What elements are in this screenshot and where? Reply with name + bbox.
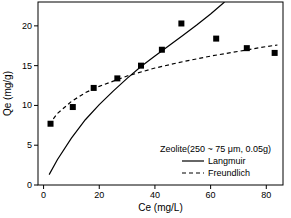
x-tick-label: 0 bbox=[41, 190, 46, 200]
x-tick-label: 60 bbox=[206, 190, 216, 200]
x-axis-label: Ce (mg/L) bbox=[138, 202, 182, 213]
y-tick bbox=[34, 105, 38, 106]
x-tick bbox=[99, 185, 100, 189]
data-point bbox=[272, 50, 278, 56]
legend-label: Langmuir bbox=[208, 156, 246, 166]
y-tick-label: 0 bbox=[27, 180, 32, 190]
data-point bbox=[91, 85, 97, 91]
legend-swatch bbox=[182, 160, 204, 161]
x-tick-label: 40 bbox=[150, 190, 160, 200]
plot-frame bbox=[38, 2, 283, 185]
data-point bbox=[70, 104, 76, 110]
y-tick-label: 10 bbox=[22, 100, 32, 110]
x-tick-label: 20 bbox=[94, 190, 104, 200]
x-tick bbox=[43, 185, 44, 189]
y-tick-label: 5 bbox=[27, 140, 32, 150]
legend: Zeolite(250 ~ 75 μm, 0.05g) Langmuir Freun… bbox=[160, 144, 271, 178]
y-tick bbox=[34, 65, 38, 66]
legend-title: Zeolite(250 ~ 75 μm, 0.05g) bbox=[160, 144, 271, 154]
plot-area bbox=[48, 2, 278, 175]
data-point bbox=[178, 20, 184, 26]
series-line bbox=[49, 45, 277, 125]
data-point bbox=[244, 45, 250, 51]
chart: 0 20 40 60 80 0 5 10 15 20 Ce (mg/L) Qe (mg/g) Zeoli… bbox=[0, 0, 291, 218]
x-tick bbox=[266, 185, 267, 189]
data-point bbox=[48, 121, 54, 127]
legend-swatch bbox=[182, 172, 204, 173]
x-tick bbox=[210, 185, 211, 189]
y-tick bbox=[34, 185, 38, 186]
y-tick bbox=[34, 145, 38, 146]
y-tick bbox=[34, 25, 38, 26]
y-tick-label: 20 bbox=[22, 21, 32, 31]
legend-label: Freundlich bbox=[208, 168, 250, 178]
y-tick-label: 15 bbox=[22, 61, 32, 71]
data-point bbox=[213, 36, 219, 42]
y-axis-label: Qe (mg/g) bbox=[2, 71, 13, 116]
x-tick-label: 80 bbox=[261, 190, 271, 200]
x-tick bbox=[154, 185, 155, 189]
